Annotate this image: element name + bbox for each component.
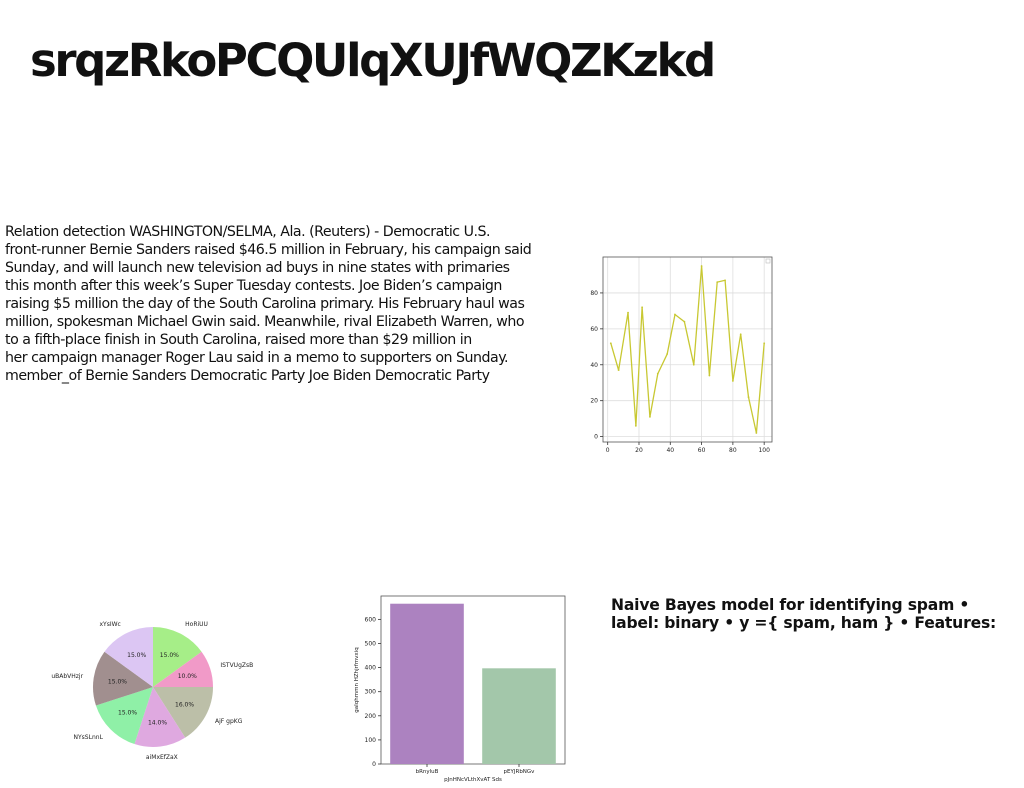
legend-box <box>765 258 771 264</box>
bar <box>482 668 556 764</box>
pie-slice <box>95 687 153 745</box>
slice-pct-label: 14.0% <box>148 720 167 727</box>
y-tick-label: 40 <box>590 362 598 369</box>
y-tick-label: 600 <box>365 616 377 623</box>
line-chart: 0 20 40 60 80 100 0 20 40 60 80 <box>590 256 773 454</box>
x-tick-label: 80 <box>729 447 737 454</box>
pie-slice <box>153 627 202 687</box>
y-tick-label: 20 <box>590 398 598 405</box>
data-point <box>634 424 637 427</box>
pie-slice <box>153 687 213 738</box>
slice-pct-label: 10.0% <box>178 673 197 680</box>
page-title: srqzRkoPCQUlqXUJfWQZKzkd <box>30 34 716 87</box>
plot-frame <box>602 256 773 443</box>
y-tick-label: 100 <box>365 737 377 744</box>
data-point <box>683 320 686 323</box>
data-point <box>627 311 629 314</box>
slice-label: NYsSLnnL <box>74 734 104 741</box>
slice-label: AjF gpKG <box>215 718 243 725</box>
slice-label: uBAbVHzjr <box>51 673 83 680</box>
data-point <box>763 342 766 345</box>
pie-slice <box>93 651 153 706</box>
article-text: Relation detection WASHINGTON/SELMA, Ala… <box>5 223 575 385</box>
y-tick-label: 400 <box>365 665 377 672</box>
slice-pct-label: 15.0% <box>118 709 137 716</box>
bar <box>390 603 464 764</box>
slice-pct-label: 15.0% <box>160 652 179 659</box>
note-line: Naive Bayes model for identifying spam • <box>611 596 970 614</box>
pie-slice <box>134 687 186 747</box>
data-point <box>731 380 734 382</box>
data-point <box>617 369 620 372</box>
data-point <box>755 432 758 434</box>
slice-pct-label: 15.0% <box>127 652 146 659</box>
y-tick-label: 0 <box>372 761 376 768</box>
article-line: Relation detection WASHINGTON/SELMA, Ala… <box>5 224 491 240</box>
series-line <box>610 265 765 434</box>
slice-label: ISTVUgZsB <box>220 662 253 669</box>
data-point <box>609 342 612 345</box>
x-axis-label: pJnHNcVLthXvAT Sds <box>444 777 502 783</box>
data-point <box>724 279 726 282</box>
pie-slice <box>104 627 153 687</box>
slice-label: xYsIWc <box>100 621 121 628</box>
article-line: front-runner Bernie Sanders raised $46.5… <box>5 242 532 258</box>
x-tick-label: bRnyluB <box>416 769 439 775</box>
slice-pct-label: 16.0% <box>175 701 194 708</box>
article-line: million, spokesman Michael Gwin said. Me… <box>5 314 525 330</box>
y-tick-label: 60 <box>590 326 598 333</box>
y-tick-label: 300 <box>365 689 377 696</box>
x-tick-label: 40 <box>666 447 674 454</box>
article-line: raising $5 million the day of the South … <box>5 296 525 312</box>
slice-pct-label: 15.0% <box>108 678 127 685</box>
article-line: Sunday, and will launch new television a… <box>5 260 510 276</box>
data-point <box>708 374 711 377</box>
article-line: member_of Bernie Sanders Democratic Part… <box>5 368 490 384</box>
x-tick-label: pEYJRbNGv <box>504 769 536 775</box>
x-tick-label: 20 <box>635 447 643 454</box>
x-tick-label: 0 <box>606 447 610 454</box>
y-tick-label: 500 <box>365 640 377 647</box>
note-line: label: binary • y ={ spam, ham } • Featu… <box>611 614 997 632</box>
data-point <box>692 363 695 366</box>
data-point <box>700 265 703 267</box>
y-axis-label: gaIqhmmn HZhjrfmvxiq <box>354 647 360 712</box>
data-point <box>641 306 644 309</box>
bar-chart: bRnyluB pEYJRbNGv 0 100 200 300 400 500 600 pJnHN… <box>354 595 566 783</box>
data-point <box>747 396 750 398</box>
slice-label: aiMxEfZaX <box>146 754 178 761</box>
x-tick-label: 100 <box>758 447 770 454</box>
x-tick-label: 60 <box>698 447 706 454</box>
data-point <box>716 281 719 284</box>
plot-frame <box>380 595 566 765</box>
article-line: to a fifth-place finish in South Carolin… <box>5 332 472 348</box>
y-tick-label: 80 <box>590 290 598 297</box>
article-line: this month after this week’s Super Tuesd… <box>5 278 502 294</box>
y-tick-label: 200 <box>365 713 377 720</box>
data-point <box>649 415 651 418</box>
article-line: her campaign manager Roger Lau said in a… <box>5 350 509 366</box>
y-tick-label: 0 <box>594 434 598 441</box>
data-point <box>656 372 659 375</box>
data-point <box>666 353 669 355</box>
pie-slice <box>153 651 213 687</box>
data-point <box>739 333 742 336</box>
data-point <box>674 313 676 316</box>
naive-bayes-note: Naive Bayes model for identifying spam •… <box>611 596 996 632</box>
slice-label: HoRiUU <box>185 621 208 628</box>
pie-chart: 15.0% HoRiUU 10.0% ISTVUgZsB 16.0% AjF gpKG 14… <box>51 621 253 761</box>
